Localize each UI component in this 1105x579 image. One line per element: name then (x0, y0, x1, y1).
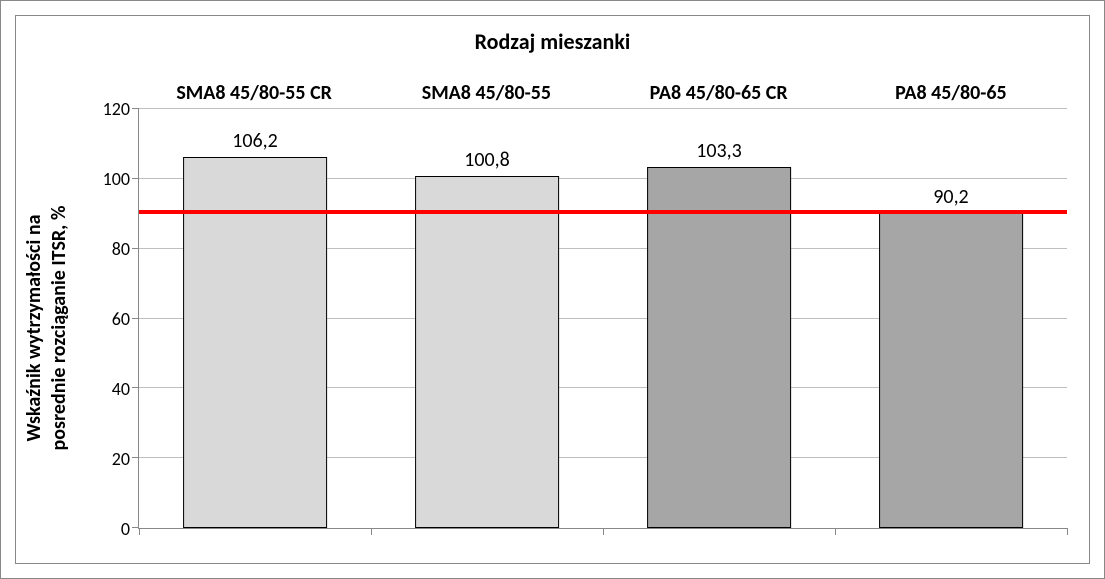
bar-value-label: 106,2 (232, 129, 278, 153)
y-tick-label: 60 (112, 308, 130, 330)
y-tick-mark (132, 527, 139, 528)
chart-body: Wskaźnik wytrzymałości na posrednie rozc… (16, 61, 1089, 563)
bar (415, 176, 559, 528)
y-tick-mark (132, 248, 139, 249)
bar (879, 213, 1023, 528)
bar-slot: 106,2 (139, 109, 371, 528)
y-tick-mark (132, 108, 139, 109)
plot-area: 106,2 100,8 103,3 90,2 (138, 109, 1067, 529)
category-label: SMA8 45/80-55 (370, 81, 602, 109)
x-tick-mark (371, 528, 372, 535)
category-labels-row: SMA8 45/80-55 CRSMA8 45/80-55PA8 45/80-6… (78, 61, 1067, 109)
reference-line (139, 210, 1067, 214)
x-tick-mark (603, 528, 604, 535)
plot-row: 020406080100120 106,2100,8103,390,2 (78, 109, 1067, 529)
y-tick-label: 0 (121, 518, 130, 540)
y-tick-label: 100 (103, 168, 130, 190)
bars-layer: 106,2 100,8 103,3 90,2 (139, 109, 1067, 528)
y-axis-title-line2: posrednie rozciąganie ITSR, % (47, 205, 72, 450)
bar-value-label: 100,8 (464, 148, 510, 172)
y-tick-label: 40 (112, 378, 130, 400)
x-tick-mark (835, 528, 836, 535)
x-tick-mark (1067, 528, 1068, 535)
y-tick-labels: 020406080100120 (78, 109, 138, 529)
y-tick-mark (132, 387, 139, 388)
y-tick-mark (132, 457, 139, 458)
bar-value-label: 90,2 (933, 185, 968, 209)
category-label: SMA8 45/80-55 CR (138, 81, 370, 109)
y-axis-title-wrap: Wskaźnik wytrzymałości na posrednie rozc… (16, 61, 78, 529)
bar-slot: 100,8 (371, 109, 603, 528)
plot-with-labels: SMA8 45/80-55 CRSMA8 45/80-55PA8 45/80-6… (78, 61, 1067, 529)
y-axis-title: Wskaźnik wytrzymałości na posrednie rozc… (22, 205, 72, 450)
bar-value-label: 103,3 (696, 139, 742, 163)
bar-slot: 103,3 (603, 109, 835, 528)
chart-title: Rodzaj mieszanki (16, 16, 1089, 61)
outer-frame: Rodzaj mieszanki Wskaźnik wytrzymałości … (0, 0, 1105, 579)
bar-slot: 90,2 (835, 109, 1067, 528)
y-tick-label: 120 (103, 98, 130, 120)
y-tick-label: 80 (112, 238, 130, 260)
y-tick-mark (132, 318, 139, 319)
bar (647, 167, 791, 528)
category-label: PA8 45/80-65 CR (603, 81, 835, 109)
y-tick-mark (132, 178, 139, 179)
y-axis-title-line1: Wskaźnik wytrzymałości na (22, 214, 46, 441)
category-label: PA8 45/80-65 (835, 81, 1067, 109)
y-tick-label: 20 (112, 448, 130, 470)
chart-frame: Rodzaj mieszanki Wskaźnik wytrzymałości … (15, 15, 1090, 564)
x-tick-mark (139, 528, 140, 535)
